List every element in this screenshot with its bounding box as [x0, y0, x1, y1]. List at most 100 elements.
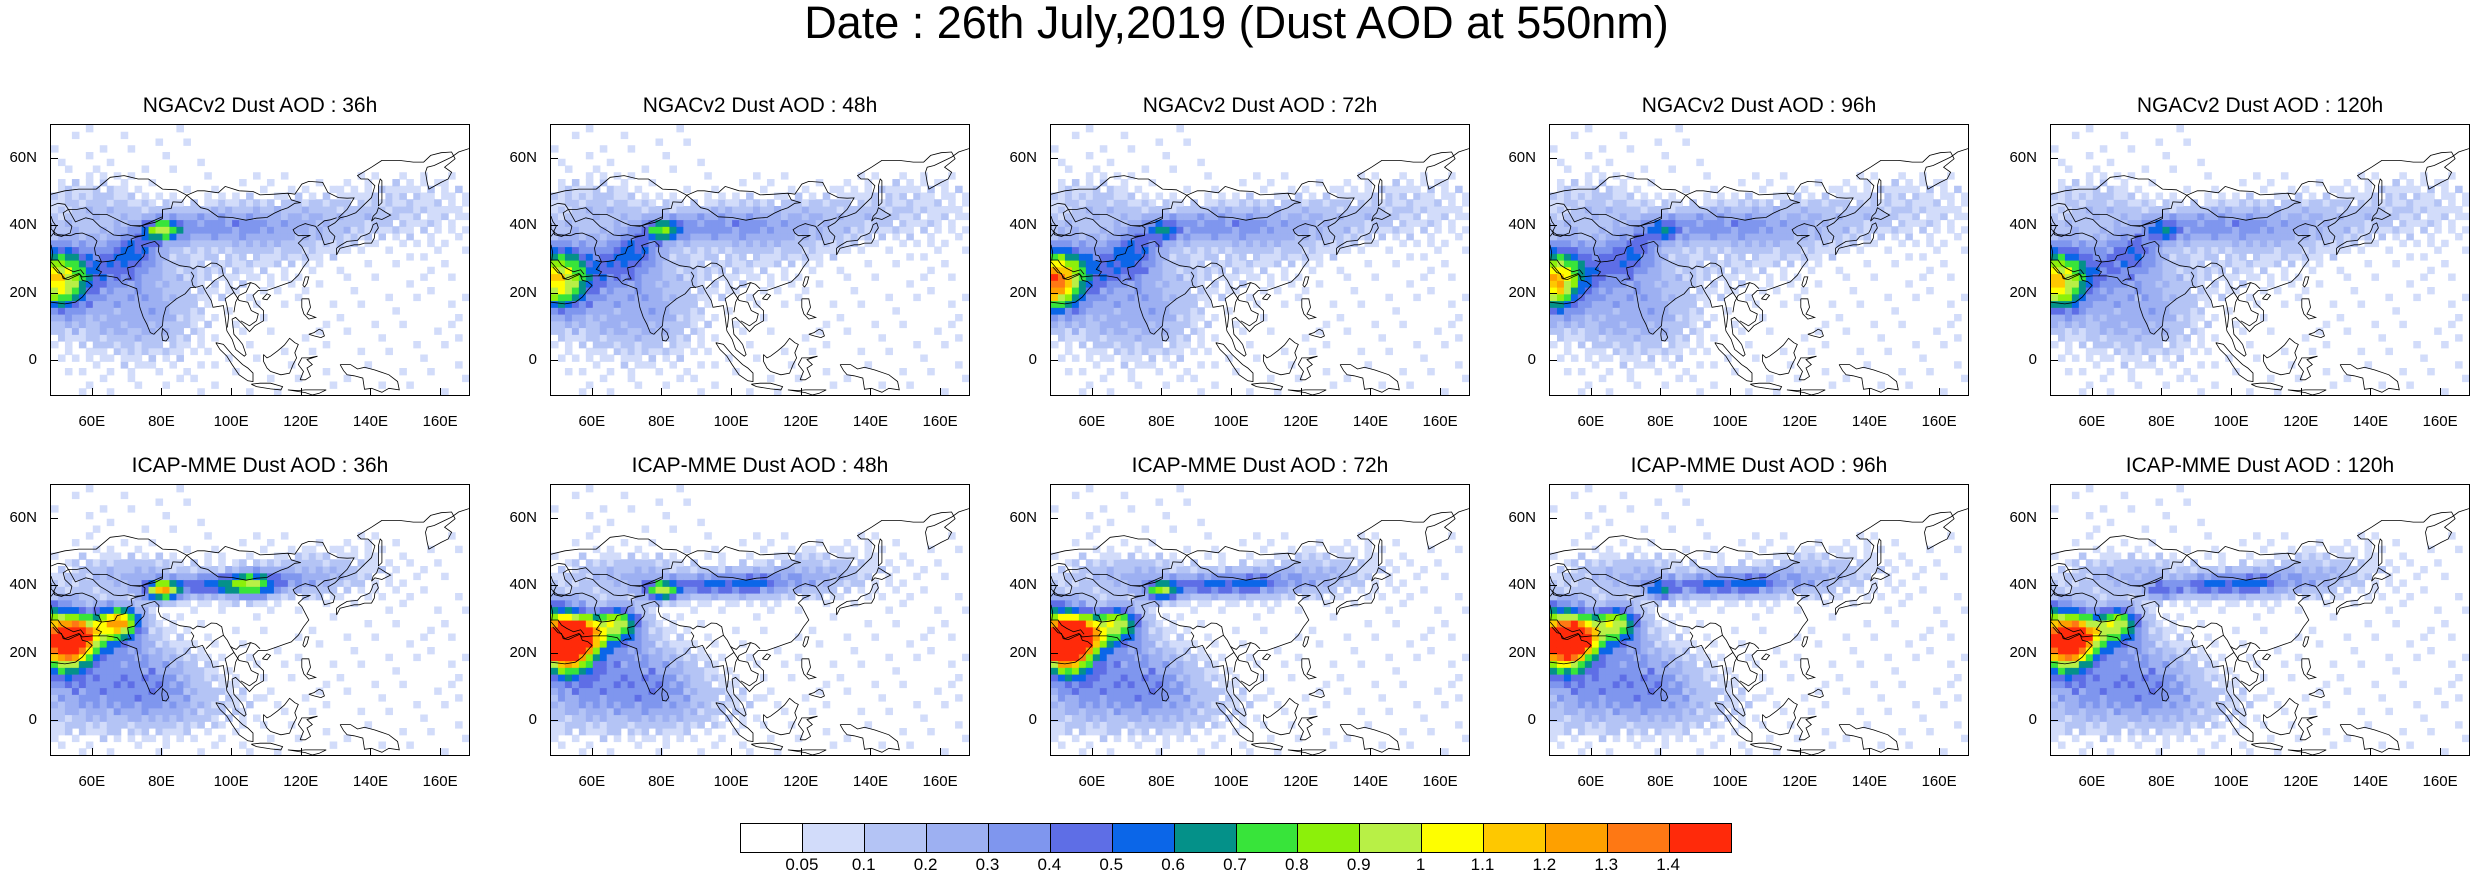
aod-cell	[927, 199, 935, 207]
aod-cell	[1204, 192, 1212, 200]
aod-cell	[176, 125, 184, 133]
aod-cell	[71, 334, 80, 342]
aod-cell	[78, 233, 87, 241]
aod-cell	[1246, 226, 1254, 234]
aod-cell	[773, 192, 782, 200]
aod-cell	[64, 347, 73, 356]
aod-cell	[2169, 327, 2177, 335]
aod-cell	[2155, 260, 2164, 268]
aod-cell	[1057, 253, 1066, 261]
aod-cell	[669, 347, 677, 356]
aod-cell	[2106, 260, 2115, 268]
aod-cell	[1598, 354, 1607, 362]
lat-tick	[50, 225, 58, 227]
aod-cell	[1640, 273, 1649, 281]
aod-cell	[697, 334, 705, 342]
aod-cell	[1113, 307, 1122, 315]
aod-cell	[864, 260, 873, 268]
aod-cell	[1134, 206, 1143, 214]
aod-cell	[1378, 199, 1386, 207]
aod-cell	[885, 192, 893, 200]
aod-cell	[1057, 179, 1066, 187]
aod-cell	[99, 374, 108, 383]
aod-cell	[1071, 212, 1080, 221]
aod-cell	[1933, 206, 1941, 214]
aod-cell	[2162, 354, 2171, 362]
aod-cell	[1357, 219, 1366, 227]
aod-cell	[2148, 253, 2157, 261]
aod-cell	[308, 246, 317, 254]
aod-cell	[1912, 199, 1920, 207]
aod-cell	[955, 206, 963, 214]
aod-cell	[204, 199, 212, 207]
aod-cell	[1765, 212, 1774, 221]
coastline	[1750, 382, 1783, 391]
aod-cell	[1064, 320, 1073, 329]
aod-cell	[1842, 327, 1851, 335]
aod-cell	[190, 246, 198, 254]
aod-cell	[578, 293, 587, 302]
aod-cell	[1085, 192, 1094, 200]
coastline	[301, 298, 318, 320]
aod-cell	[1148, 293, 1157, 302]
aod-cell	[1598, 280, 1607, 288]
aod-cell	[1350, 185, 1359, 194]
aod-cell	[753, 212, 761, 221]
aod-cell	[704, 287, 712, 295]
aod-cell	[273, 219, 282, 227]
aod-cell	[627, 206, 636, 214]
aod-cell	[2155, 273, 2164, 281]
aod-cell	[197, 341, 205, 349]
aod-cell	[1619, 239, 1628, 248]
aod-cell	[829, 199, 838, 207]
aod-cell	[592, 266, 601, 275]
aod-cell	[2051, 239, 2059, 248]
aod-cell	[557, 212, 566, 221]
aod-cell	[85, 253, 94, 261]
aod-cell	[106, 233, 115, 241]
aod-cell	[287, 253, 296, 261]
aod-cell	[1057, 273, 1066, 281]
aod-cell	[266, 273, 275, 281]
aod-cell	[246, 219, 254, 227]
aod-cell	[1786, 233, 1795, 241]
aod-cell	[99, 347, 108, 356]
aod-cell	[1647, 347, 1656, 356]
aod-cell	[1246, 246, 1254, 254]
aod-cell	[169, 226, 177, 234]
aod-cell	[620, 347, 629, 356]
aod-cell	[648, 253, 657, 261]
aod-cell	[697, 307, 705, 315]
aod-cell	[1703, 347, 1711, 356]
aod-cell	[2106, 206, 2115, 214]
aod-cell	[585, 192, 594, 200]
aod-cell	[113, 219, 122, 227]
aod-cell	[1169, 206, 1177, 214]
coastline	[653, 148, 969, 357]
aod-cell	[2141, 233, 2150, 241]
aod-cell	[1141, 206, 1150, 214]
aod-cell	[1336, 212, 1345, 221]
aod-cell	[364, 260, 373, 268]
aod-cell	[71, 253, 80, 261]
aod-cell	[1668, 212, 1676, 221]
aod-cell	[913, 185, 921, 194]
aod-cell	[85, 314, 94, 322]
coastline	[1661, 194, 1687, 210]
aod-cell	[1064, 307, 1073, 315]
aod-cell	[1563, 347, 1572, 356]
aod-cell	[704, 273, 712, 281]
aod-cell	[2085, 212, 2094, 221]
aod-cell	[162, 273, 171, 281]
aod-cell	[1912, 293, 1920, 302]
aod-cell	[1260, 253, 1268, 261]
aod-cell	[1294, 212, 1303, 221]
aod-cell	[64, 212, 73, 221]
aod-cell	[1064, 293, 1073, 302]
aod-cell	[1647, 266, 1656, 275]
aod-cell	[266, 246, 275, 254]
aod-cell	[1793, 293, 1802, 302]
aod-cell	[1071, 179, 1080, 187]
aod-cell	[273, 388, 282, 395]
aod-cell	[1343, 219, 1352, 227]
